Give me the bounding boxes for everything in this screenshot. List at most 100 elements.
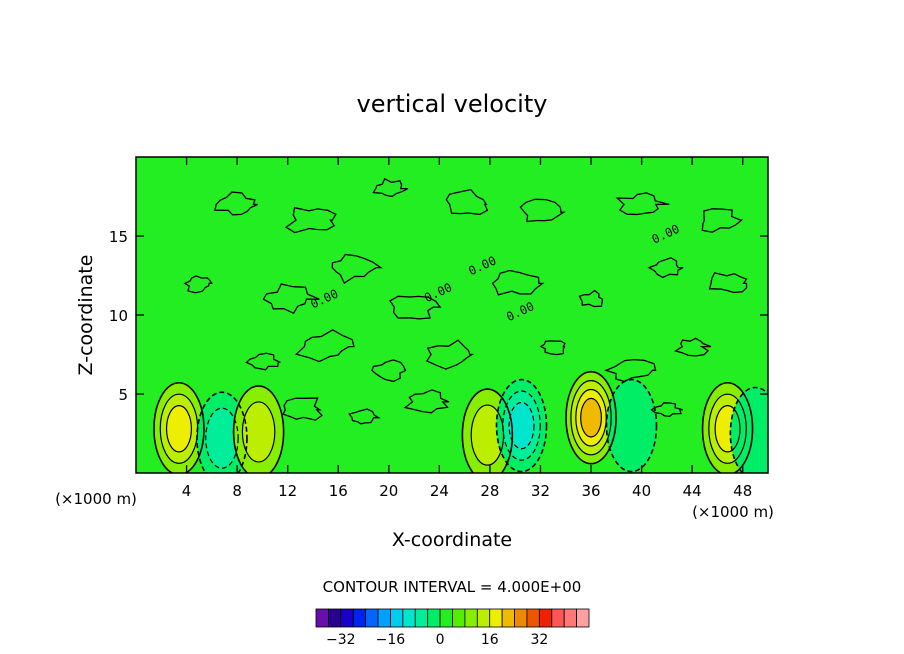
contour-line	[389, 295, 442, 320]
contour-line	[615, 192, 670, 216]
y-tick-label: 5	[118, 386, 128, 404]
x-tick-label: 20	[379, 482, 398, 500]
y-tick-label: 10	[109, 307, 128, 325]
colorbar-swatch	[452, 608, 466, 628]
x-tick-label: 4	[182, 482, 192, 500]
colorbar-swatch	[377, 608, 391, 628]
colorbar-swatch	[365, 608, 379, 628]
contour-line	[508, 401, 535, 450]
contour-line	[502, 390, 541, 461]
contour-line	[565, 370, 617, 465]
colorbar-swatch	[538, 608, 553, 628]
contour-line	[232, 385, 285, 473]
contour-region	[205, 408, 239, 469]
contour-region	[606, 379, 657, 472]
x-unit-note: (×1000 m)	[692, 503, 774, 521]
colorbar-swatch	[576, 608, 590, 628]
y-tick-label: 15	[109, 228, 128, 246]
x-tick-label: 32	[531, 482, 550, 500]
x-axis: 4 8 12 16 20 24 28 32 36 40 44 48	[182, 157, 752, 500]
contour-region	[730, 387, 768, 473]
x-tick-label: 8	[232, 482, 242, 500]
contour-line	[539, 340, 566, 356]
contour-line	[578, 289, 604, 308]
colorbar-swatch	[427, 608, 441, 628]
contour-line	[165, 405, 193, 453]
contour-line	[461, 388, 514, 473]
contour-line	[284, 206, 337, 234]
contour-line	[331, 253, 383, 284]
contour-line	[183, 275, 213, 294]
contour-region	[509, 402, 534, 449]
contour-line	[647, 257, 684, 279]
colorbar-swatch	[402, 608, 416, 628]
contour-line	[519, 198, 566, 223]
colorbar-swatch	[551, 608, 565, 628]
contour-line	[674, 337, 712, 357]
contour-region	[471, 405, 504, 466]
plot-area: 0.000.000.000.000.00	[135, 156, 769, 474]
contour-region	[242, 401, 275, 462]
chart-title: vertical velocity	[357, 90, 548, 118]
contour-line	[714, 405, 741, 453]
contour-line	[196, 391, 248, 473]
x-tick-label: 36	[581, 482, 600, 500]
x-tick-label: 12	[278, 482, 297, 500]
colorbar-swatch	[328, 608, 342, 628]
x-tick-label: 16	[329, 482, 348, 500]
y-axis-label: Z-coordinate	[75, 255, 97, 376]
colorbar-tick-label: 0	[436, 632, 445, 648]
colorbar-swatch	[501, 608, 515, 628]
contour-line	[708, 393, 747, 464]
contour-line	[241, 401, 276, 463]
contour-line	[729, 386, 768, 473]
colorbar-swatch	[340, 608, 354, 628]
contour-line	[701, 381, 754, 473]
colorbar-swatch	[464, 608, 478, 628]
colorbar-swatch	[414, 608, 429, 628]
colorbar-swatch	[390, 608, 404, 628]
contour-line	[348, 408, 381, 425]
colorbar-swatch	[489, 608, 503, 628]
x-tick-label: 28	[480, 482, 499, 500]
colorbar-tick-label: −32	[326, 632, 356, 648]
x-tick-label: 44	[683, 482, 702, 500]
colorbar-swatch	[439, 608, 453, 628]
colorbar-swatch	[476, 608, 491, 628]
contour-line	[153, 381, 205, 473]
contour-line	[245, 352, 281, 371]
contour-line	[403, 389, 450, 414]
colorbar-swatch	[526, 608, 540, 628]
contour-region	[580, 398, 602, 438]
contour-line	[445, 188, 489, 216]
x-axis-label: X-coordinate	[392, 529, 512, 551]
contour-line	[491, 269, 545, 296]
colorbar-swatch	[352, 608, 367, 628]
colorbar-tick-label: 32	[530, 632, 548, 648]
contour-line	[570, 379, 612, 456]
x-tick-label: 40	[632, 482, 651, 500]
contour-line	[650, 402, 683, 417]
contour-line	[701, 208, 744, 233]
contour-line	[580, 397, 602, 438]
colorbar-tick-label: −16	[376, 632, 406, 648]
colorbar-swatch	[563, 608, 577, 628]
y-axis: 5 10 15	[109, 228, 768, 404]
x-tick-label: 48	[733, 482, 752, 500]
contour-interval: CONTOUR INTERVAL = 4.000E+00	[323, 578, 582, 596]
contour-line	[282, 397, 323, 421]
colorbar: −32 −16 0 16 32	[315, 608, 590, 648]
contour-line	[604, 358, 657, 383]
colorbar-tick-label: 16	[481, 632, 499, 648]
contour-region	[166, 405, 192, 452]
colorbar-swatch	[315, 608, 329, 628]
contour-line	[605, 378, 658, 473]
contour-line	[262, 283, 320, 315]
contour-line	[708, 272, 748, 294]
z-unit-note: (×1000 m)	[55, 490, 137, 508]
contour-line	[495, 378, 548, 473]
contour-line	[214, 191, 258, 216]
contour-line	[205, 407, 239, 469]
x-tick-label: 24	[430, 482, 449, 500]
